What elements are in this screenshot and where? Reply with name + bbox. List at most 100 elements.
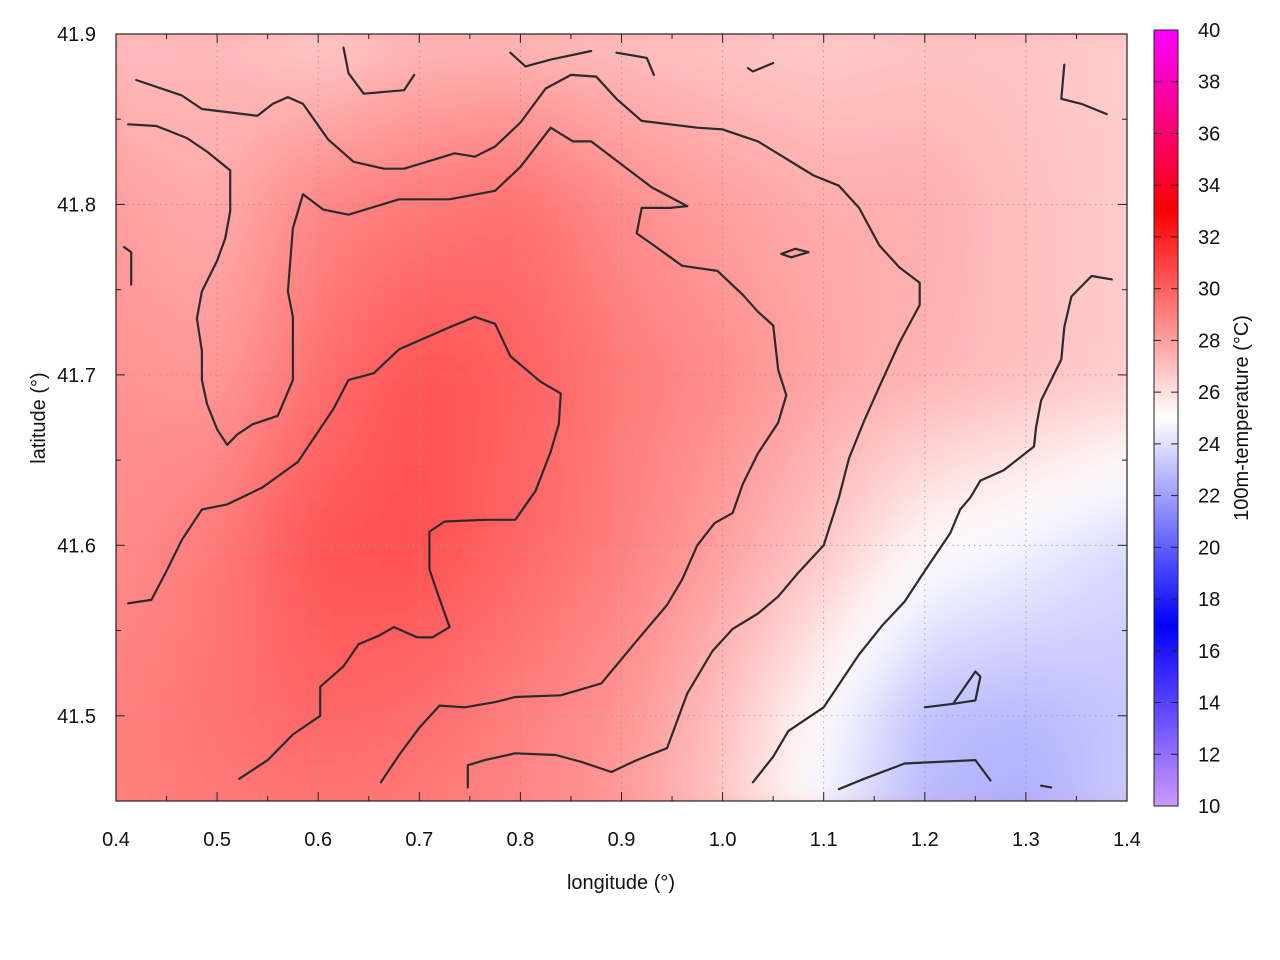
field-cell — [140, 682, 165, 707]
field-cell — [476, 418, 501, 443]
field-cell — [884, 730, 909, 755]
field-cell — [860, 154, 885, 179]
field-cell — [140, 154, 165, 179]
field-cell — [1028, 274, 1053, 299]
field-cell — [596, 394, 621, 419]
field-cell — [932, 634, 957, 659]
field-cell — [1052, 346, 1077, 371]
field-cell — [884, 202, 909, 227]
field-cell — [500, 802, 525, 827]
field-cell — [932, 346, 957, 371]
field-cell — [788, 298, 813, 323]
field-cell — [740, 418, 765, 443]
field-cell — [764, 322, 789, 347]
field-cell — [620, 82, 645, 107]
field-cell — [380, 466, 405, 491]
field-cell — [524, 106, 549, 131]
field-cell — [740, 706, 765, 731]
field-cell — [548, 466, 573, 491]
field-cell — [644, 34, 669, 35]
field-cell — [1124, 490, 1127, 515]
field-cell — [140, 706, 165, 731]
field-cell — [1124, 706, 1127, 731]
field-cell — [212, 178, 237, 203]
field-cell — [260, 802, 285, 827]
field-cell — [980, 82, 1005, 107]
field-cell — [620, 370, 645, 395]
field-cell — [692, 394, 717, 419]
field-cell — [980, 634, 1005, 659]
field-cell — [356, 706, 381, 731]
field-cell — [788, 322, 813, 347]
field-cell — [116, 346, 141, 371]
field-cell — [116, 730, 141, 755]
field-cell — [644, 394, 669, 419]
field-cell — [620, 58, 645, 83]
field-cell — [212, 514, 237, 539]
field-cell — [1100, 82, 1125, 107]
field-cell — [764, 610, 789, 635]
field-cell — [932, 274, 957, 299]
field-cell — [644, 466, 669, 491]
field-cell — [140, 658, 165, 683]
field-cell — [1028, 418, 1053, 443]
field-cell — [572, 394, 597, 419]
field-cell — [116, 34, 141, 59]
field-cell — [332, 274, 357, 299]
field-cell — [860, 82, 885, 107]
field-cell — [308, 802, 333, 827]
field-cell — [620, 322, 645, 347]
field-cell — [764, 754, 789, 779]
field-cell — [116, 610, 117, 635]
field-cell — [908, 106, 933, 131]
field-cell — [428, 250, 453, 275]
field-cell — [356, 226, 381, 251]
field-cell — [740, 346, 765, 371]
field-cell — [620, 610, 645, 635]
field-cell — [308, 202, 333, 227]
field-cell — [1028, 154, 1053, 179]
field-cell — [164, 34, 189, 35]
field-cell — [692, 130, 717, 155]
field-cell — [932, 706, 957, 731]
field-cell — [332, 490, 357, 515]
field-cell — [812, 610, 837, 635]
field-cell — [572, 730, 597, 755]
field-cell — [1100, 226, 1125, 251]
field-cell — [404, 682, 429, 707]
field-cell — [572, 706, 597, 731]
field-cell — [1052, 34, 1077, 59]
field-cell — [716, 226, 741, 251]
field-cell — [1076, 466, 1101, 491]
field-cell — [236, 538, 261, 563]
field-cell — [1076, 562, 1101, 587]
field-cell — [716, 682, 741, 707]
field-cell — [788, 106, 813, 131]
field-cell — [548, 658, 573, 683]
field-cell — [1004, 82, 1029, 107]
field-cell — [260, 370, 285, 395]
field-cell — [140, 202, 165, 227]
field-cell — [524, 514, 549, 539]
x-axis-label: longitude (°) — [567, 872, 675, 894]
field-cell — [476, 82, 501, 107]
field-cell — [1076, 682, 1101, 707]
field-cell — [596, 322, 621, 347]
field-cell — [548, 586, 573, 611]
field-cell — [212, 298, 237, 323]
field-cell — [836, 274, 861, 299]
field-cell — [764, 802, 789, 827]
field-cell — [212, 538, 237, 563]
field-cell — [140, 130, 165, 155]
field-cell — [908, 610, 933, 635]
field-cell — [380, 202, 405, 227]
field-cell — [452, 202, 477, 227]
field-cell — [164, 298, 189, 323]
field-cell — [1004, 658, 1029, 683]
field-cell — [452, 130, 477, 155]
field-cell — [212, 322, 237, 347]
field-cell — [1076, 298, 1101, 323]
field-cell — [932, 154, 957, 179]
field-cell — [860, 250, 885, 275]
field-cell — [164, 442, 189, 467]
